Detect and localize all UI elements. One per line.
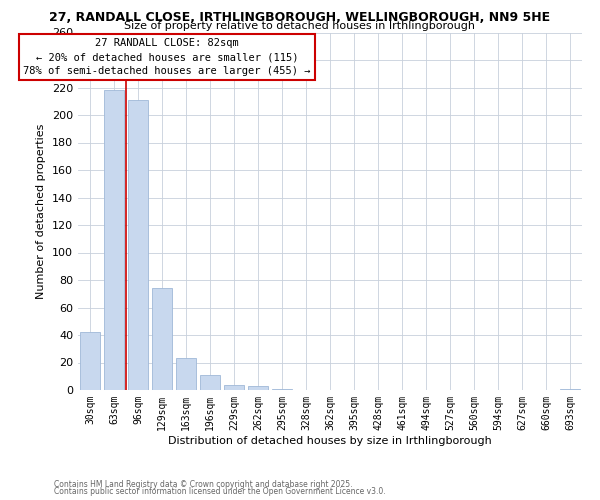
Bar [176, 358, 196, 390]
Text: 27, RANDALL CLOSE, IRTHLINGBOROUGH, WELLINGBOROUGH, NN9 5HE: 27, RANDALL CLOSE, IRTHLINGBOROUGH, WELL… [49, 11, 551, 24]
Bar [560, 388, 580, 390]
Bar [80, 332, 100, 390]
Bar [224, 384, 244, 390]
X-axis label: Distribution of detached houses by size in Irthlingborough: Distribution of detached houses by size … [168, 436, 492, 446]
Text: Size of property relative to detached houses in Irthlingborough: Size of property relative to detached ho… [125, 21, 476, 31]
Bar [272, 388, 292, 390]
Text: 27 RANDALL CLOSE: 82sqm
← 20% of detached houses are smaller (115)
78% of semi-d: 27 RANDALL CLOSE: 82sqm ← 20% of detache… [23, 38, 311, 76]
Bar [200, 375, 220, 390]
Bar [128, 100, 148, 390]
Bar [152, 288, 172, 390]
Text: Contains public sector information licensed under the Open Government Licence v3: Contains public sector information licen… [54, 487, 386, 496]
Text: Contains HM Land Registry data © Crown copyright and database right 2025.: Contains HM Land Registry data © Crown c… [54, 480, 353, 489]
Y-axis label: Number of detached properties: Number of detached properties [37, 124, 46, 299]
Bar [104, 90, 124, 390]
Bar [248, 386, 268, 390]
